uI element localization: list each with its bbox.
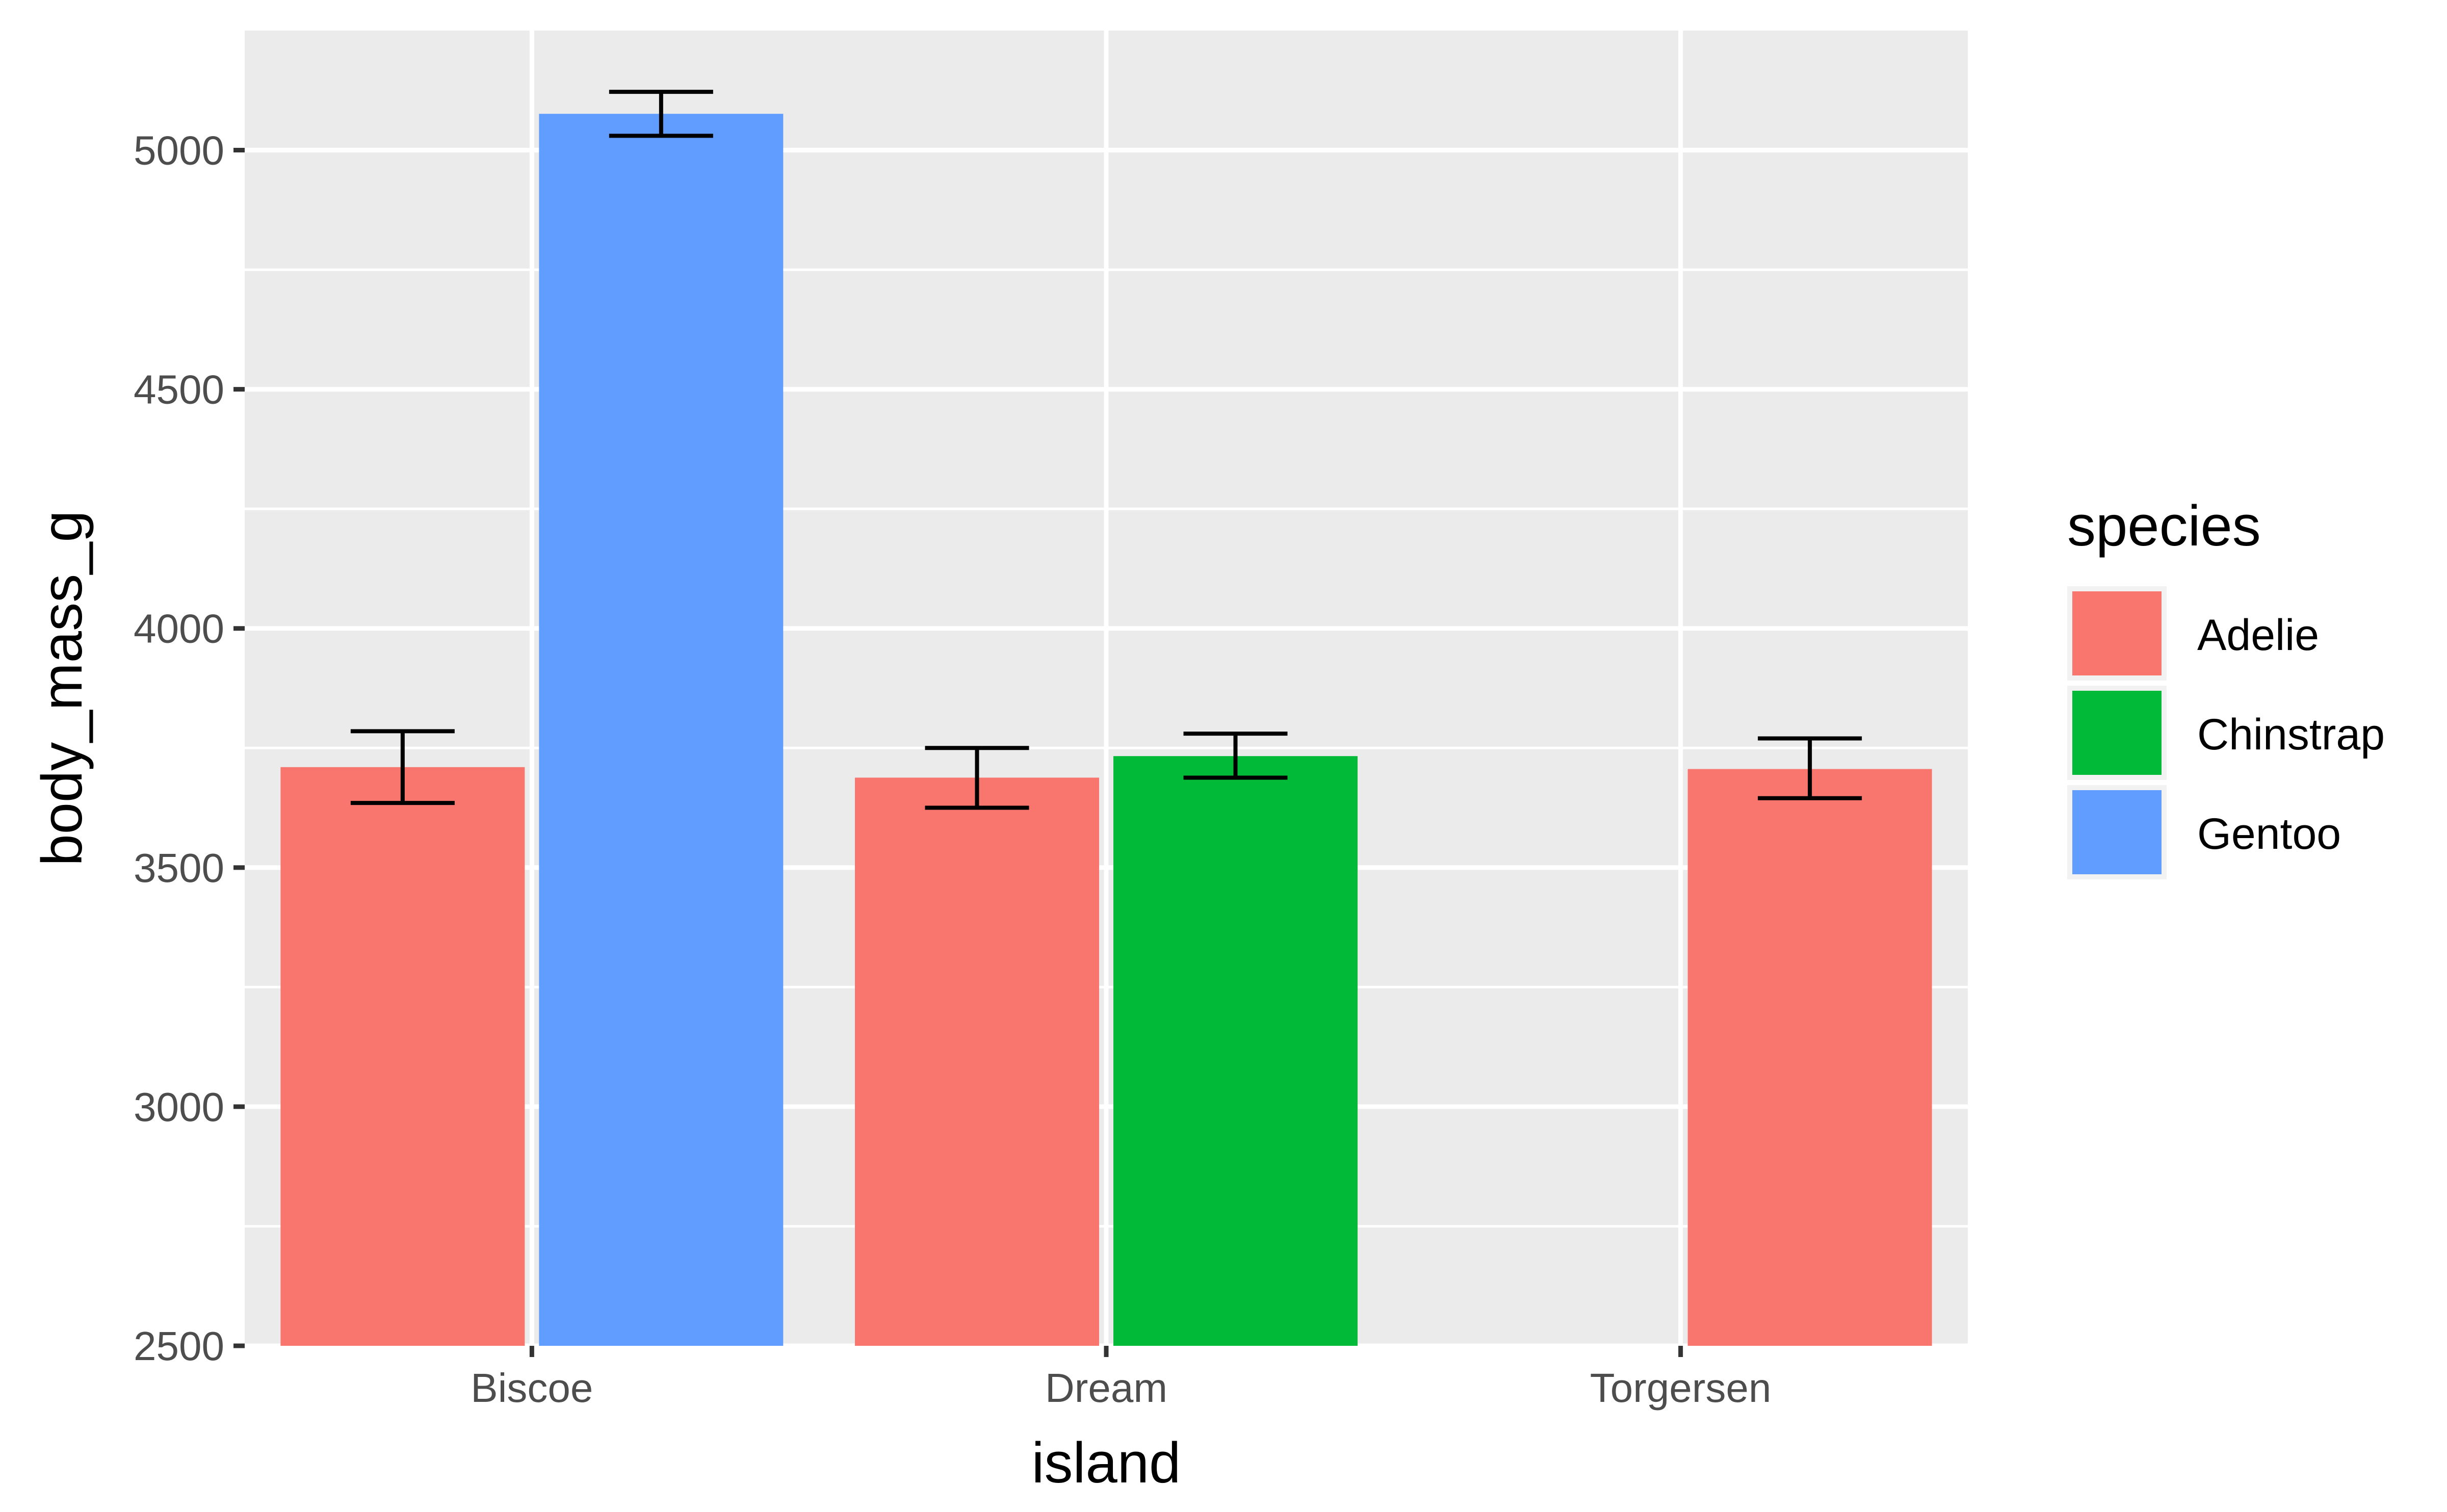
legend-title: species	[2067, 494, 2261, 558]
y-tick-label: 5000	[134, 128, 224, 173]
x-axis-title: island	[1032, 1431, 1181, 1495]
error-bar	[1183, 732, 1288, 780]
x-tick-label: Torgersen	[1590, 1365, 1772, 1411]
bar-dream-chinstrap	[1113, 756, 1358, 1346]
x-tick-label: Biscoe	[471, 1365, 593, 1411]
y-tick-label: 4500	[134, 367, 224, 412]
legend-label-chinstrap: Chinstrap	[2197, 710, 2385, 759]
bar-torgersen-adelie	[1687, 769, 1932, 1346]
bar-biscoe-gentoo	[539, 114, 784, 1346]
y-tick-label: 4000	[134, 606, 224, 651]
bar-dream-adelie	[855, 777, 1099, 1346]
error-bar	[925, 746, 1029, 810]
legend-swatch-chinstrap	[2072, 691, 2162, 775]
y-axis-title: body_mass_g	[30, 510, 94, 866]
error-bar	[1758, 736, 1862, 800]
grid-major	[245, 31, 1968, 1348]
y-tick-label: 3500	[134, 845, 224, 891]
legend-swatch-adelie	[2072, 591, 2162, 675]
y-axis: 2500 3000 3500 4000 4500 5000	[134, 128, 245, 1369]
error-bar	[350, 729, 455, 805]
error-bars	[350, 90, 1862, 810]
error-bar	[609, 90, 713, 138]
legend-label-adelie: Adelie	[2197, 611, 2319, 660]
y-tick-label: 2500	[134, 1323, 224, 1369]
x-tick-label: Dream	[1045, 1365, 1167, 1411]
bars	[280, 114, 1932, 1346]
legend: species Adelie Chinstrap Gentoo	[2067, 494, 2385, 879]
legend-swatch-gentoo	[2072, 790, 2162, 874]
y-tick-label: 3000	[134, 1084, 224, 1130]
legend-label-gentoo: Gentoo	[2197, 810, 2341, 858]
x-axis: Biscoe Dream Torgersen	[471, 1346, 1772, 1411]
bar-biscoe-adelie	[280, 767, 525, 1346]
